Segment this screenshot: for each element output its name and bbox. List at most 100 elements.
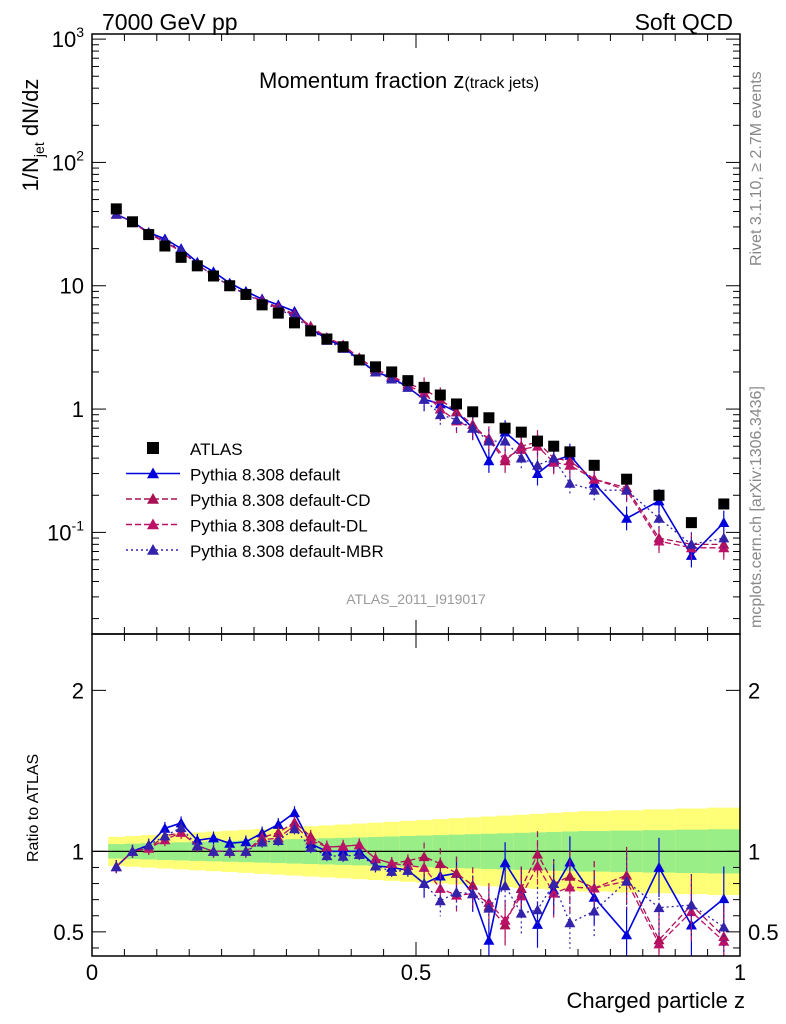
ratio-point xyxy=(143,839,155,850)
header-energy-label: 7000 GeV pp xyxy=(102,9,238,35)
data-point xyxy=(564,446,576,458)
data-point xyxy=(305,325,317,337)
ratio-point xyxy=(272,835,284,846)
legend-marker xyxy=(147,467,159,479)
ratio-y-axis-label: Ratio to ATLAS xyxy=(25,754,42,862)
data-point xyxy=(386,373,398,384)
ratio-point xyxy=(564,881,576,892)
ratio-point xyxy=(240,845,252,856)
ratio-point xyxy=(370,853,381,864)
ratio-point xyxy=(685,906,697,917)
main-series xyxy=(110,203,730,568)
legend-label: Pythia 8.308 default-DL xyxy=(190,517,368,536)
ratio-point xyxy=(483,896,495,907)
main-chart-title-subscript: (track jets) xyxy=(464,75,539,92)
data-point xyxy=(718,532,730,543)
main-y-axis-label: 1/Njet dN/dz xyxy=(18,79,47,192)
ratio-point xyxy=(256,836,268,847)
ratio-point xyxy=(718,921,730,932)
data-point xyxy=(434,409,446,420)
data-point xyxy=(208,270,219,282)
series-atlas xyxy=(110,203,730,529)
data-point xyxy=(718,498,730,510)
y-tick-label-right: 0.5 xyxy=(748,920,779,945)
y-tick-label: 102 xyxy=(52,147,84,175)
ratio-point xyxy=(532,904,543,915)
x-tick-label: 0 xyxy=(86,960,98,985)
series-line xyxy=(116,213,724,545)
tick-base: 10 xyxy=(47,520,71,545)
data-point xyxy=(621,473,633,485)
y-tick-label-right: 2 xyxy=(748,678,760,703)
series-line xyxy=(115,213,725,557)
data-point xyxy=(370,361,381,373)
ratio-point xyxy=(353,839,365,850)
tick-exponent: 3 xyxy=(76,24,84,40)
ratio-point xyxy=(548,878,560,888)
data-point xyxy=(685,517,697,529)
data-point xyxy=(240,288,252,300)
data-point xyxy=(532,459,543,470)
data-point xyxy=(588,484,600,495)
y-tick-label: 2 xyxy=(72,678,84,703)
ylabel-tail: dN/dz xyxy=(18,79,43,143)
tick-base: 10 xyxy=(52,150,76,175)
ratio-point xyxy=(548,887,560,898)
data-point xyxy=(548,452,560,463)
data-point xyxy=(402,381,414,392)
main-axis-ticks xyxy=(91,34,741,634)
ratio-point xyxy=(159,822,171,833)
data-point xyxy=(515,444,527,454)
ratio-point xyxy=(653,861,665,872)
ratio-point xyxy=(515,890,527,901)
data-point xyxy=(353,354,365,366)
y-tick-label: 0.5 xyxy=(53,920,84,945)
ratio-point xyxy=(418,878,430,888)
data-point xyxy=(653,535,665,546)
ratio-point xyxy=(191,840,203,851)
ratio-point xyxy=(483,902,495,913)
ratio-point xyxy=(386,865,398,876)
y-tick-label: 10-1 xyxy=(47,517,84,545)
legend-label: Pythia 8.308 default xyxy=(190,466,341,485)
ratio-point xyxy=(370,860,381,871)
legend-label: Pythia 8.308 default-CD xyxy=(190,491,371,510)
ratio-line xyxy=(115,824,725,946)
ratio-point xyxy=(208,845,219,856)
ratio-point xyxy=(685,899,697,910)
data-point xyxy=(515,426,527,438)
ratio-series-4 xyxy=(110,821,730,956)
main-chart-title-text: Momentum fraction z xyxy=(259,68,464,93)
rivet-label: Rivet 3.1.10, ≥ 2.7M events xyxy=(748,71,765,266)
ratio-point xyxy=(159,830,171,841)
ratio-point xyxy=(588,882,600,893)
y-tick-label: 10 xyxy=(60,274,84,299)
data-point xyxy=(256,299,268,311)
ratio-point xyxy=(321,850,333,861)
legend: ATLAS Pythia 8.308 default Pythia 8.308 de… xyxy=(126,440,384,561)
ratio-point xyxy=(110,861,122,872)
main-chart-title: Momentum fraction z(track jets) xyxy=(259,68,539,93)
ratio-point xyxy=(175,822,187,833)
x-axis-label: Charged particle z xyxy=(566,988,745,1013)
tick-base: 10 xyxy=(52,27,76,52)
data-point xyxy=(621,512,633,523)
data-point xyxy=(499,435,511,446)
data-point xyxy=(653,489,665,501)
ratio-point xyxy=(588,905,600,916)
data-point xyxy=(272,307,284,319)
data-point xyxy=(564,459,576,470)
data-point xyxy=(548,440,560,452)
data-point xyxy=(467,406,479,418)
data-point xyxy=(685,538,697,549)
y-tick-label-right: 1 xyxy=(748,839,760,864)
ratio-point xyxy=(499,880,511,891)
data-point xyxy=(386,366,398,378)
ratio-point xyxy=(434,858,446,869)
data-point xyxy=(418,393,430,404)
ratio-point xyxy=(127,845,138,856)
legend-marker xyxy=(147,442,159,454)
x-tick-label: 1 xyxy=(734,960,746,985)
